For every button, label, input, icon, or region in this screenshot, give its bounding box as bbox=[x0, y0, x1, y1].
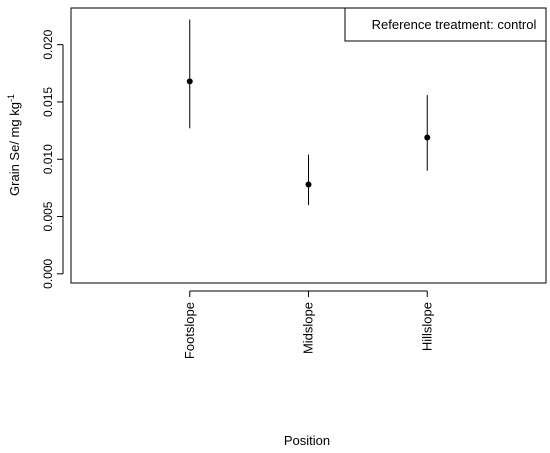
y-axis-title-main: Grain Se/ mg kg bbox=[7, 102, 22, 196]
plot-frame bbox=[70, 7, 547, 284]
y-tick-label: 0.015 bbox=[41, 87, 55, 117]
x-axis: Footslope Midslope Hillslope bbox=[182, 290, 434, 359]
data-point bbox=[305, 181, 312, 188]
x-tick-label: Midslope bbox=[301, 302, 316, 354]
legend-box: Reference treatment: control bbox=[344, 7, 547, 42]
y-axis-title: Grain Se/ mg kg-1 bbox=[6, 94, 22, 196]
legend-text: Reference treatment: control bbox=[372, 17, 537, 32]
data-marks bbox=[186, 19, 431, 206]
y-tick-label: 0.010 bbox=[41, 144, 55, 174]
data-point bbox=[424, 134, 431, 141]
data-point bbox=[186, 78, 193, 85]
y-axis-title-superscript: -1 bbox=[6, 94, 16, 102]
x-tick-label: Footslope bbox=[182, 302, 197, 359]
y-tick-label: 0.000 bbox=[41, 258, 55, 288]
y-axis: 0.000 0.005 0.010 0.015 0.020 bbox=[41, 29, 64, 289]
x-tick-label: Hillslope bbox=[419, 302, 434, 351]
y-tick-label: 0.020 bbox=[41, 29, 55, 59]
legend-frame bbox=[344, 7, 547, 42]
x-axis-title: Position bbox=[284, 433, 330, 448]
y-tick-label: 0.005 bbox=[41, 201, 55, 231]
